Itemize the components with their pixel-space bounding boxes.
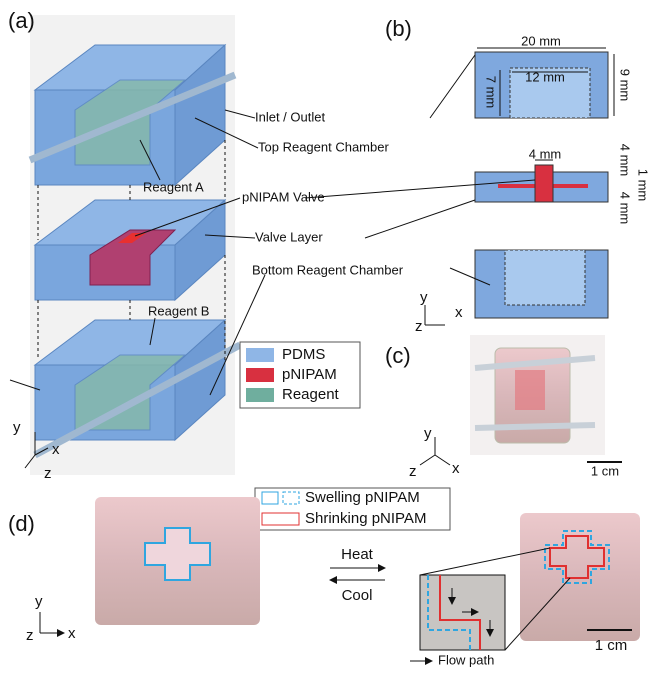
axis-label: y: [420, 289, 428, 306]
photo-d-left: [95, 497, 260, 625]
axis-label: x: [452, 460, 460, 477]
axis-label: z: [415, 318, 423, 335]
axis-label: z: [44, 465, 52, 482]
callout: Reagent A: [143, 179, 204, 194]
axis-label: z: [26, 627, 34, 644]
legend-swatch: [246, 348, 274, 362]
panel-label: (c): [385, 343, 411, 368]
panel-a-drawing: [10, 15, 265, 475]
axis-label: z: [409, 463, 417, 480]
axis-label: x: [455, 304, 463, 321]
dimension: 7 mm: [484, 76, 499, 109]
dimension: 4 mm: [618, 144, 633, 177]
axis-label: y: [35, 593, 43, 610]
callout: Inlet / Outlet: [255, 109, 325, 124]
legend-label: Swelling pNIPAM: [305, 489, 420, 506]
dimension: 4 mm: [529, 146, 562, 161]
axis-label: x: [68, 625, 76, 642]
dimension: 9 mm: [618, 69, 633, 102]
heat-label: Heat: [341, 546, 374, 563]
cool-label: Cool: [342, 587, 373, 604]
dimension: 12 mm: [525, 69, 565, 84]
callout: Bottom Reagent Chamber: [252, 262, 404, 277]
legend-label: Shrinking pNIPAM: [305, 510, 426, 527]
dimension: 20 mm: [521, 33, 561, 48]
photo-c: [470, 335, 622, 462]
dimension: 1 mm: [636, 169, 651, 202]
flow-path-label: Flow path: [438, 652, 494, 667]
dimension: 4 mm: [618, 192, 633, 225]
legend-swatch: [246, 388, 274, 402]
panel-label: (a): [8, 8, 35, 33]
legend-swatch: [246, 368, 274, 382]
legend-label: PDMS: [282, 346, 325, 363]
callout: Valve Layer: [255, 229, 323, 244]
axis-label: y: [424, 425, 432, 442]
scale-bar-label: 1 cm: [595, 637, 628, 654]
axis-label: x: [52, 441, 60, 458]
panel-label: (b): [385, 16, 412, 41]
panel-label: (d): [8, 511, 35, 536]
callout: Reagent B: [148, 303, 209, 318]
figure: (a) Inlet / Outlet Top Reagent Chamber R…: [0, 0, 654, 677]
scale-bar-label: 1 cm: [591, 463, 619, 478]
legend-label: Reagent: [282, 386, 340, 403]
legend-label: pNIPAM: [282, 366, 337, 383]
callout: Top Reagent Chamber: [258, 139, 389, 154]
axis-label: y: [13, 419, 21, 436]
